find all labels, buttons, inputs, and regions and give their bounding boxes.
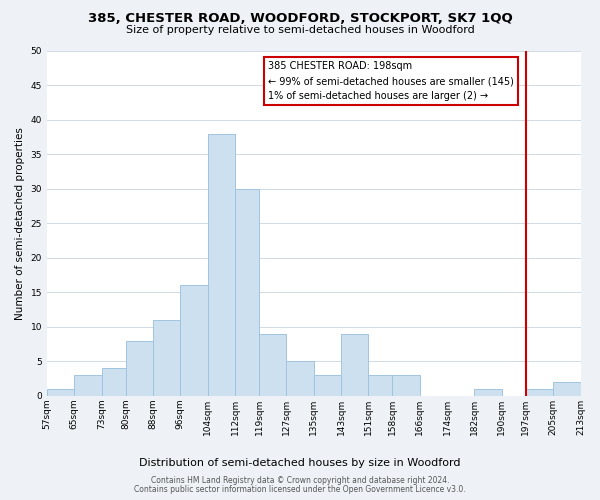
Bar <box>125 340 153 396</box>
Bar <box>208 134 235 396</box>
Bar <box>553 382 581 396</box>
Text: Contains public sector information licensed under the Open Government Licence v3: Contains public sector information licen… <box>134 484 466 494</box>
Bar <box>475 389 502 396</box>
Bar <box>181 286 208 396</box>
Bar <box>526 389 553 396</box>
Bar <box>392 375 420 396</box>
Bar <box>74 375 101 396</box>
Text: 385, CHESTER ROAD, WOODFORD, STOCKPORT, SK7 1QQ: 385, CHESTER ROAD, WOODFORD, STOCKPORT, … <box>88 12 512 26</box>
Bar <box>259 334 286 396</box>
Bar <box>235 189 259 396</box>
Bar <box>368 375 392 396</box>
Text: Contains HM Land Registry data © Crown copyright and database right 2024.: Contains HM Land Registry data © Crown c… <box>151 476 449 485</box>
Y-axis label: Number of semi-detached properties: Number of semi-detached properties <box>15 127 25 320</box>
Bar <box>286 362 314 396</box>
Text: Size of property relative to semi-detached houses in Woodford: Size of property relative to semi-detach… <box>125 25 475 35</box>
Text: 385 CHESTER ROAD: 198sqm
← 99% of semi-detached houses are smaller (145)
1% of s: 385 CHESTER ROAD: 198sqm ← 99% of semi-d… <box>268 62 514 101</box>
Bar <box>47 389 74 396</box>
Bar <box>101 368 125 396</box>
Bar <box>153 320 181 396</box>
Bar <box>314 375 341 396</box>
Text: Distribution of semi-detached houses by size in Woodford: Distribution of semi-detached houses by … <box>139 458 461 468</box>
Bar <box>341 334 368 396</box>
